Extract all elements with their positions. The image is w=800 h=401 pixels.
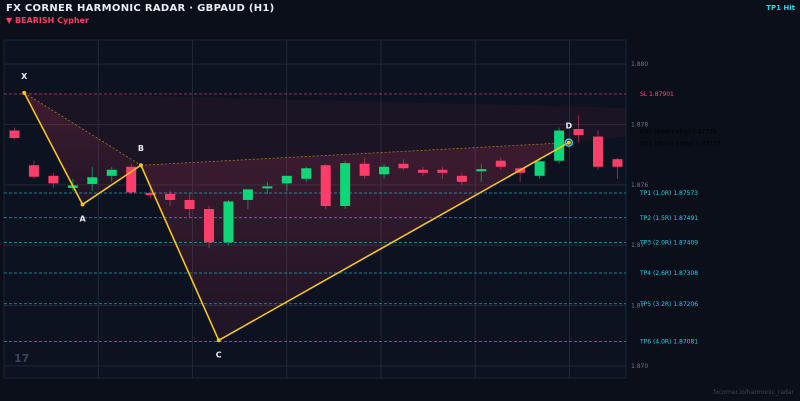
candle: [359, 157, 370, 179]
candle: [379, 163, 390, 179]
candle: [223, 199, 234, 246]
candle-body: [242, 189, 253, 200]
candle-body: [398, 163, 409, 169]
candle: [184, 193, 195, 219]
pattern-label-x: X: [21, 72, 28, 81]
entry-label: EN2 (Best-Entry) 1.87776: [640, 129, 717, 136]
candle-body: [456, 175, 467, 182]
y-tick-label: 1.880: [631, 61, 648, 68]
watermark-url: fxcorner.io/harmonic_radar: [713, 389, 794, 396]
candle-body: [612, 159, 623, 167]
pattern-point-d: [566, 140, 571, 145]
watermark-number: 17: [14, 352, 30, 365]
candle: [456, 172, 467, 185]
candle-body: [534, 161, 545, 176]
candle-body: [417, 169, 428, 173]
y-tick-label: 1.87: [631, 242, 645, 249]
take-profit-label: TP4 (2.6R) 1.87308: [639, 270, 698, 277]
candle: [340, 160, 351, 209]
take-profit-label: TP5 (3.2R) 1.87206: [639, 301, 698, 308]
candle: [165, 190, 176, 206]
candle-body: [359, 163, 370, 176]
candle-body: [165, 193, 176, 200]
pattern-point-a: [80, 202, 85, 207]
candle: [9, 127, 20, 140]
take-profit-label: TP3 (2.0R) 1.87409: [639, 239, 698, 246]
candle-body: [593, 136, 603, 167]
candle: [281, 175, 292, 191]
candle-body: [262, 186, 273, 189]
candle-body: [476, 169, 487, 172]
pattern-direction-label: ▼ BEARISH Cypher: [6, 16, 89, 25]
candle-body: [204, 209, 214, 243]
y-axis-ticks: 1.880 1.878 1.876 1.87 1.87 1.870: [631, 61, 648, 370]
y-tick-label: 1.870: [631, 363, 648, 370]
pattern-label-c: C: [216, 350, 222, 359]
xb-leg: [24, 92, 142, 166]
chart-title: FX CORNER HARMONIC RADAR · GBPAUD (H1): [6, 3, 275, 14]
candle: [28, 160, 39, 179]
candle: [145, 187, 156, 199]
status-badge: TP1 Hit: [766, 4, 795, 12]
candle-body: [106, 169, 117, 176]
pattern-label-d: D: [566, 122, 573, 131]
candle-body: [320, 165, 331, 206]
candle: [320, 163, 331, 209]
harmonic-pattern: X A B C D: [21, 72, 574, 359]
candle: [476, 163, 487, 182]
trade-levels: SL 1.87901 EN2 (Best-Entry) 1.87776 EN1 (W…: [4, 91, 721, 345]
candles: [9, 115, 623, 249]
candle-body: [554, 130, 565, 161]
candle: [126, 163, 137, 194]
candle: [612, 157, 623, 179]
completion-marker: [564, 138, 574, 147]
candle-body: [379, 166, 390, 175]
pattern-label-b: B: [138, 144, 144, 153]
candle-body: [145, 193, 156, 196]
candle: [204, 205, 214, 249]
candle-body: [87, 177, 98, 184]
candle: [417, 166, 428, 176]
candle: [301, 166, 312, 182]
candle: [554, 127, 565, 164]
candle: [573, 115, 584, 143]
pattern-point-b: [138, 163, 143, 168]
pattern-point-x: [22, 90, 27, 95]
candle: [398, 159, 409, 170]
candle-body: [223, 201, 234, 243]
candle-body: [28, 165, 39, 177]
candle: [534, 157, 545, 179]
bd-leg: [140, 142, 569, 166]
stop-loss-label: SL 1.87901: [640, 91, 674, 98]
candle: [242, 189, 253, 209]
pattern-point-c: [216, 338, 221, 343]
candle-body: [184, 199, 195, 209]
candle-body: [126, 166, 137, 193]
y-tick-label: 1.876: [631, 182, 648, 189]
candle: [106, 166, 117, 182]
pattern-label-a: A: [79, 214, 86, 223]
entry-label: EN1 (Worst-Entry) 1.87737: [640, 141, 721, 148]
candle: [262, 181, 273, 194]
candle: [87, 166, 98, 191]
candle-body: [437, 169, 448, 173]
candle-body: [281, 175, 292, 184]
risk-zone: [24, 92, 627, 166]
candle: [48, 172, 59, 188]
y-tick-label: 1.878: [631, 122, 648, 129]
take-profit-label: TP1 (1.0R) 1.87573: [639, 190, 698, 197]
take-profit-label: TP2 (1.5R) 1.87491: [639, 215, 698, 222]
candle: [495, 157, 506, 170]
candle-body: [340, 163, 351, 206]
y-tick-label: 1.87: [631, 303, 645, 310]
candle-body: [9, 130, 20, 139]
take-profit-label: TP6 (4.0R) 1.87081: [639, 338, 698, 345]
candle-body: [301, 168, 312, 179]
candle-body: [48, 175, 59, 184]
candle-body: [495, 160, 506, 167]
candle: [437, 166, 448, 179]
candle: [593, 130, 603, 170]
candle-body: [573, 129, 584, 136]
